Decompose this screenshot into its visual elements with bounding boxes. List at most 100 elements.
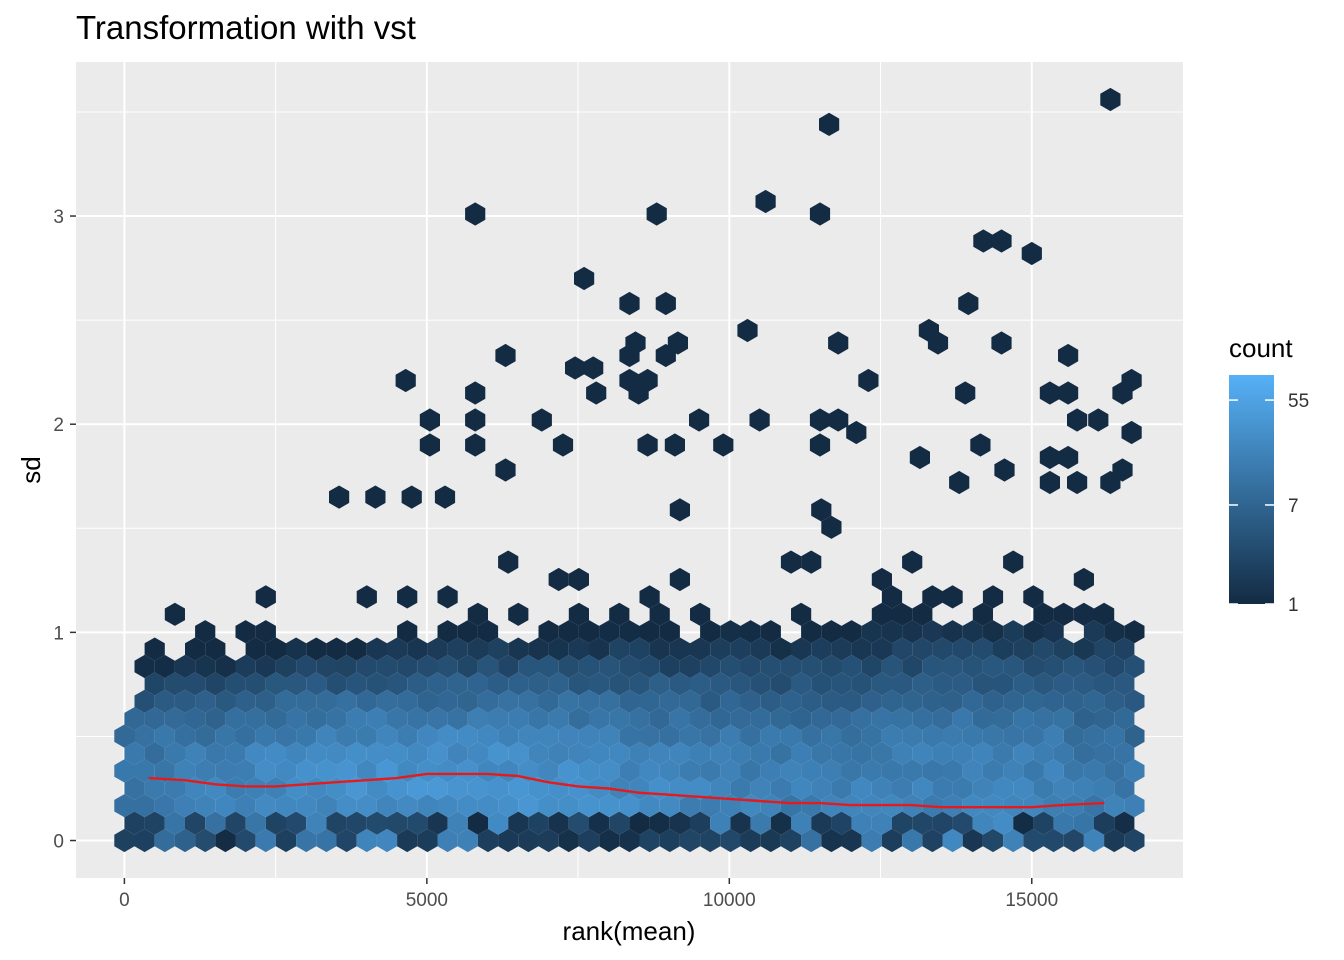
hex-bin bbox=[195, 828, 216, 853]
hex-bin bbox=[174, 654, 196, 679]
hex-bin bbox=[427, 811, 448, 835]
hex-bin bbox=[434, 485, 456, 509]
hex-bin bbox=[1067, 408, 1088, 432]
hex-bin bbox=[467, 811, 488, 835]
hex-bin bbox=[669, 637, 690, 661]
hex-bin bbox=[972, 602, 993, 626]
hex-bin bbox=[1033, 637, 1054, 661]
hex-bin bbox=[164, 707, 185, 731]
hex-bin bbox=[942, 689, 963, 713]
hex-bin bbox=[265, 811, 286, 835]
hex-bin bbox=[791, 741, 812, 766]
hex-bin bbox=[841, 689, 862, 713]
hex-bin bbox=[558, 794, 579, 818]
hex-bin bbox=[1053, 602, 1074, 626]
hex-bin bbox=[356, 759, 377, 783]
hex-bin bbox=[819, 112, 840, 136]
hex-bin bbox=[164, 776, 185, 800]
hex-bin bbox=[760, 759, 781, 783]
hex-bin bbox=[1124, 689, 1145, 713]
hex-bin bbox=[858, 368, 879, 393]
hex-bin bbox=[659, 689, 680, 713]
hex-bin bbox=[1039, 470, 1060, 495]
hex-bin bbox=[801, 794, 822, 818]
hex-bin bbox=[528, 811, 549, 835]
hex-bin bbox=[811, 498, 832, 522]
hex-bin bbox=[578, 689, 600, 713]
hex-bin bbox=[215, 794, 236, 818]
hex-bin bbox=[316, 759, 337, 783]
hex-bin bbox=[366, 741, 387, 766]
hex-bin bbox=[568, 637, 589, 661]
hex-bin bbox=[669, 567, 690, 592]
hex-bin bbox=[1104, 620, 1125, 644]
hex-bin bbox=[629, 707, 650, 731]
hex-bin bbox=[1003, 828, 1024, 853]
hex-bin bbox=[255, 654, 276, 679]
hex-bin bbox=[851, 637, 872, 661]
hex-bin bbox=[508, 811, 529, 835]
hex-bin bbox=[962, 724, 983, 748]
hex-bin bbox=[1073, 776, 1094, 800]
hex-bin bbox=[336, 759, 357, 783]
hex-bin bbox=[972, 637, 993, 661]
hex-bin bbox=[245, 672, 266, 696]
hex-bin bbox=[1033, 741, 1054, 766]
hex-bin bbox=[811, 776, 832, 800]
hex-bin bbox=[114, 724, 135, 748]
legend-title: count bbox=[1229, 333, 1293, 363]
hex-bin bbox=[639, 724, 660, 748]
hex-bin bbox=[586, 381, 607, 405]
hex-bin bbox=[467, 741, 488, 766]
hex-bin bbox=[639, 828, 660, 853]
hex-bin bbox=[639, 794, 660, 818]
hex-bin bbox=[316, 828, 337, 853]
hex-bin bbox=[255, 724, 276, 748]
hex-bin bbox=[568, 811, 589, 835]
hex-bin bbox=[720, 654, 741, 679]
hex-bin bbox=[689, 408, 710, 432]
hex-bin bbox=[1003, 794, 1024, 818]
hex-bin bbox=[296, 794, 317, 818]
hex-bin bbox=[1121, 420, 1142, 445]
hex-bin bbox=[144, 672, 165, 696]
hex-bin bbox=[892, 707, 913, 731]
hex-bin bbox=[982, 585, 1004, 609]
hex-bin bbox=[871, 602, 892, 626]
hex-bin bbox=[972, 707, 993, 731]
hex-bin bbox=[174, 794, 196, 818]
hex-bin bbox=[1058, 343, 1079, 368]
hex-bin bbox=[465, 408, 486, 432]
hex-bin bbox=[993, 741, 1014, 766]
hex-bin bbox=[134, 724, 155, 748]
hex-bin bbox=[1100, 87, 1121, 112]
hex-bin bbox=[730, 811, 751, 835]
hex-bin bbox=[275, 828, 297, 853]
hex-bin bbox=[710, 776, 731, 800]
hex-bin bbox=[760, 794, 781, 818]
hex-bin bbox=[457, 689, 478, 713]
hex-bin bbox=[286, 776, 307, 800]
hex-bin bbox=[1124, 620, 1145, 644]
x-tick-label: 5000 bbox=[406, 890, 448, 911]
hex-bin bbox=[376, 794, 398, 818]
hex-bin bbox=[871, 672, 892, 696]
x-axis-title: rank(mean) bbox=[563, 916, 696, 946]
hex-bin bbox=[477, 828, 499, 853]
hex-bin bbox=[457, 759, 478, 783]
hex-bin bbox=[993, 811, 1014, 835]
hex-bin bbox=[185, 707, 206, 731]
hex-bin bbox=[831, 672, 852, 696]
hex-bin bbox=[427, 637, 448, 661]
hex-bin bbox=[720, 724, 741, 748]
hex-bin bbox=[205, 811, 226, 835]
hex-bin bbox=[1063, 689, 1084, 713]
hex-bin bbox=[720, 828, 741, 853]
hex-bin bbox=[922, 654, 943, 679]
hex-bin bbox=[690, 811, 711, 835]
hex-bin bbox=[205, 672, 226, 696]
hex-bin bbox=[154, 828, 175, 853]
hex-bin bbox=[780, 828, 802, 853]
hex-bin bbox=[881, 620, 903, 644]
hex-bin bbox=[558, 654, 579, 679]
